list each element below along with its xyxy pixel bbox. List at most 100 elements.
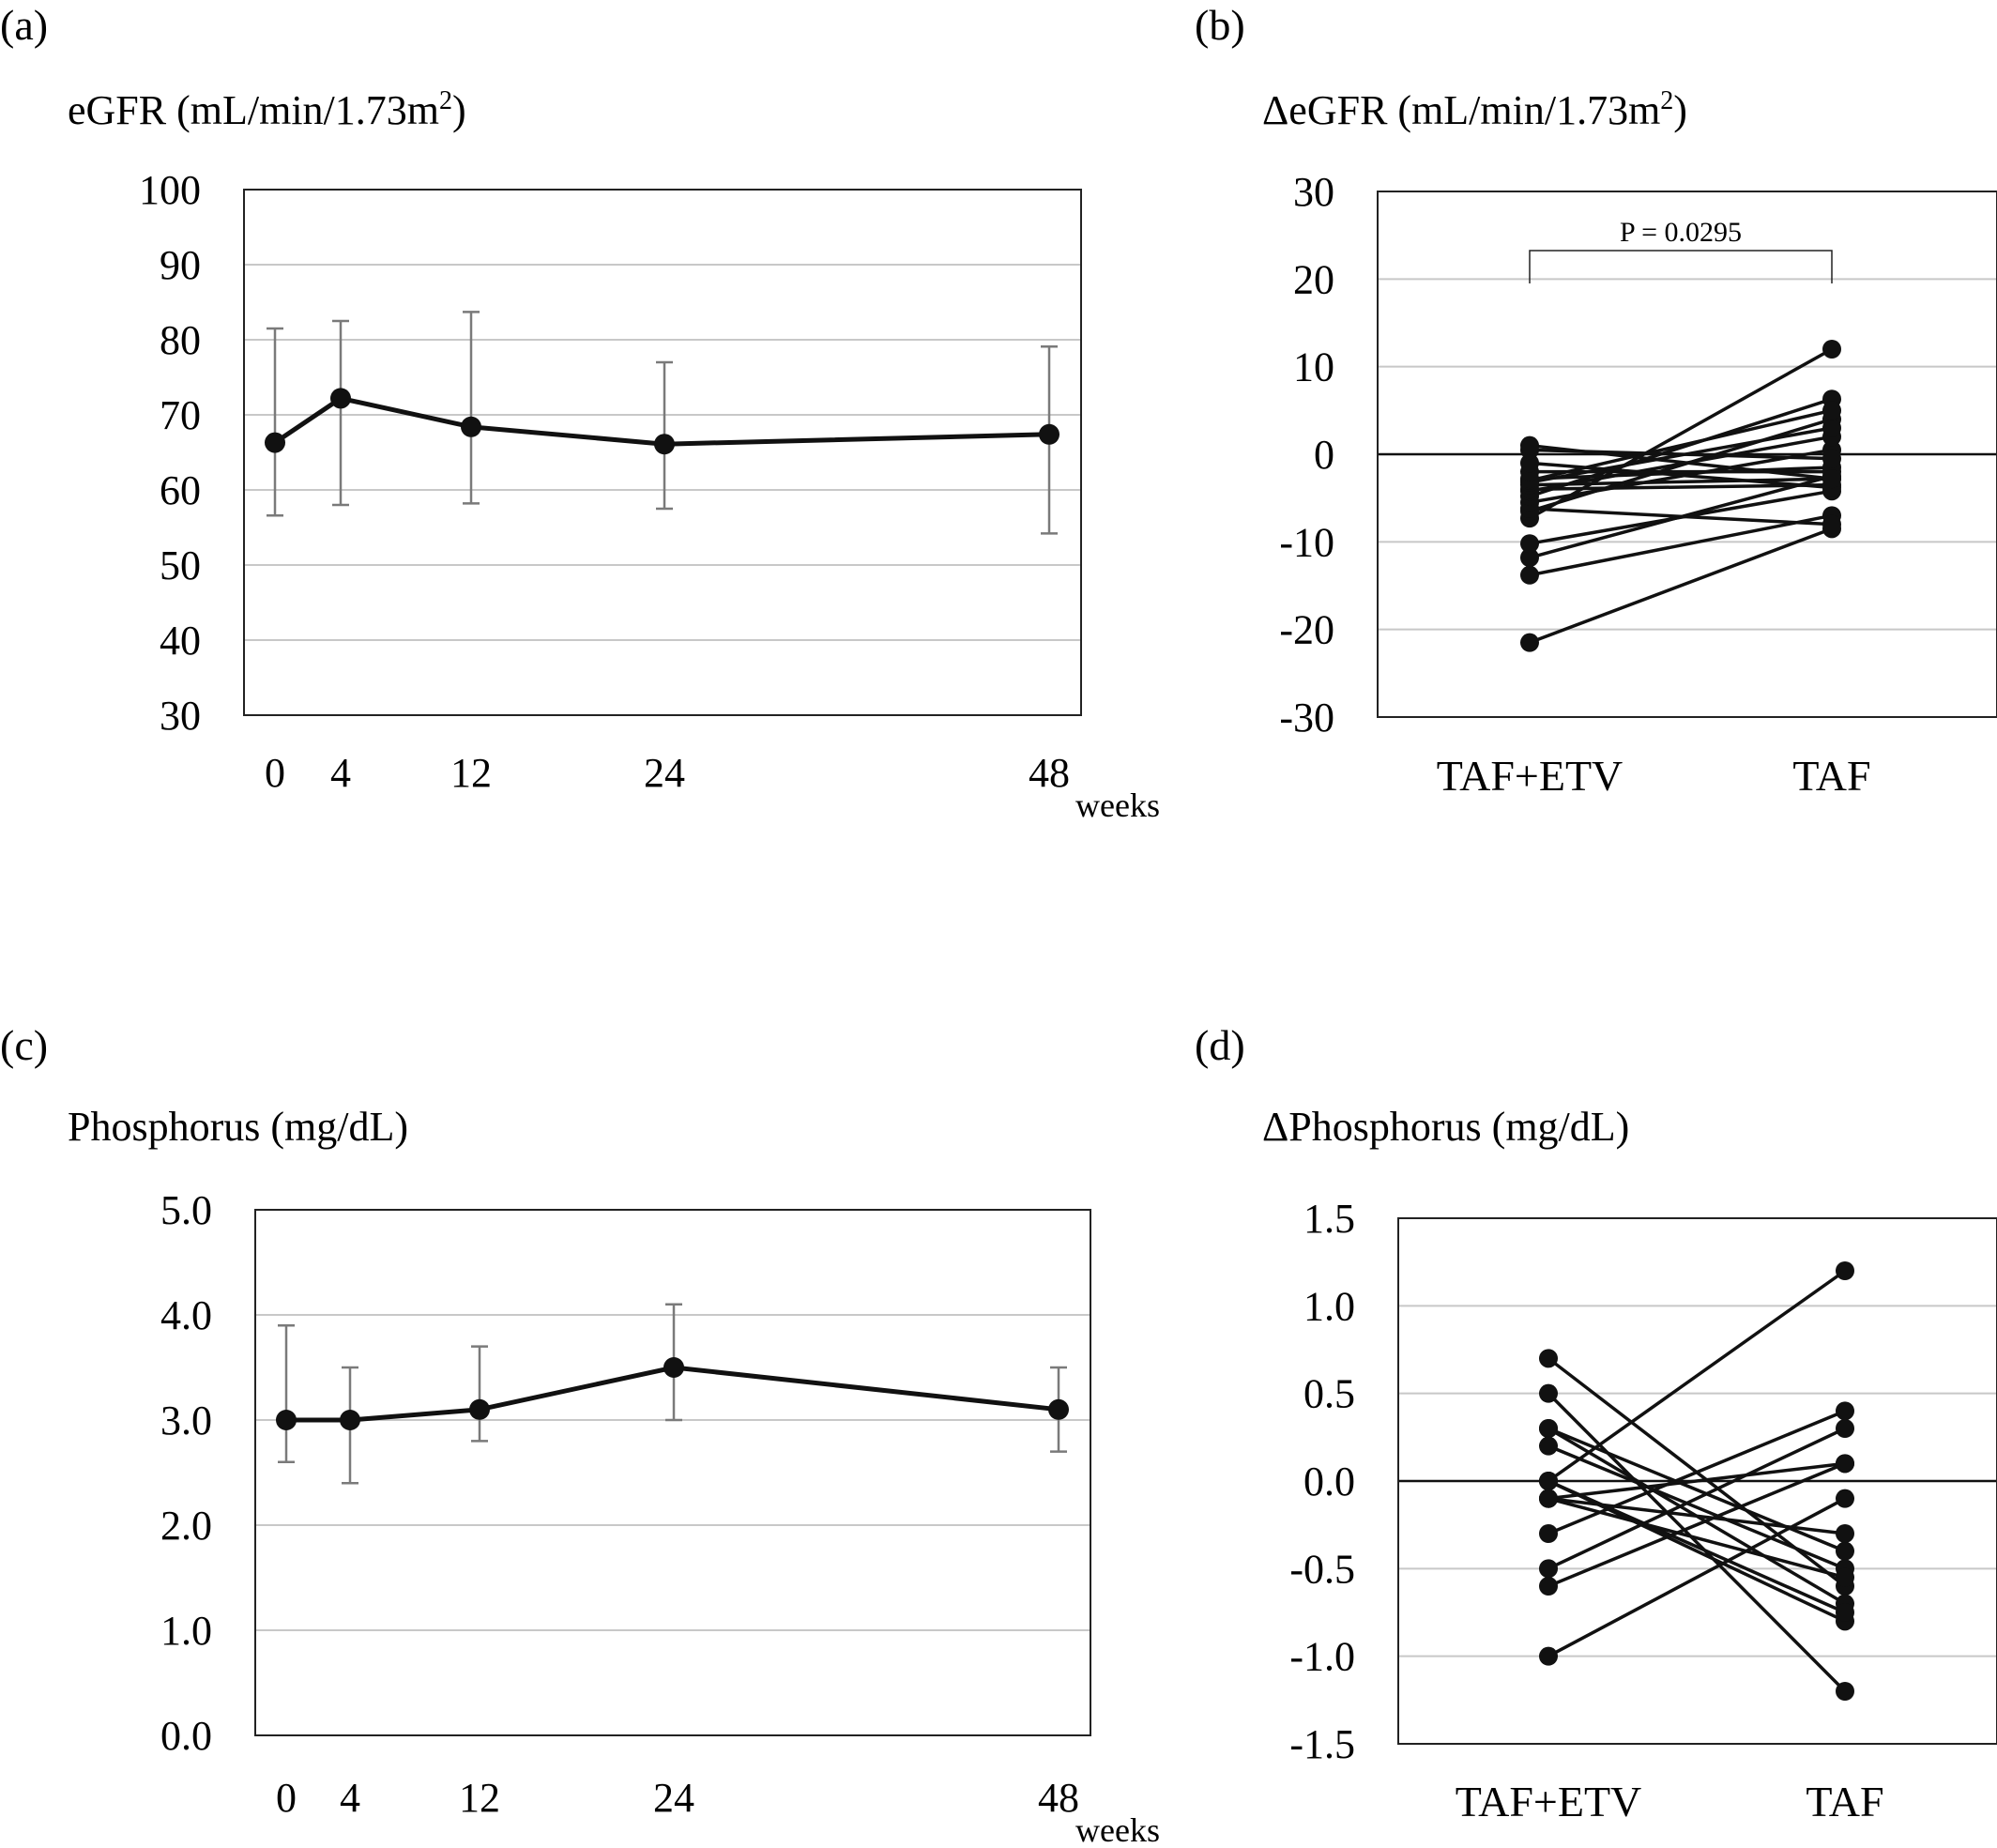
panel-a-gridlines xyxy=(244,264,1081,641)
data-point xyxy=(1836,1682,1854,1701)
y-tick-label: 90 xyxy=(160,242,201,288)
data-point xyxy=(1520,534,1539,554)
bracket-line xyxy=(1529,250,1833,283)
y-tick-label: 2.0 xyxy=(160,1503,212,1549)
p-value-label: P = 0.0295 xyxy=(1620,217,1742,248)
y-tick-label: 1.0 xyxy=(1303,1283,1355,1329)
y-tick-label: 30 xyxy=(1293,169,1334,215)
panel-c-y-ticks: 5.0 4.0 3.0 2.0 1.0 0.0 xyxy=(160,1187,212,1759)
y-tick-label: 0.5 xyxy=(1303,1371,1355,1417)
y-tick-label: 3.0 xyxy=(160,1397,212,1443)
data-point xyxy=(1822,514,1841,534)
data-point xyxy=(1520,453,1539,473)
category-label: TAF xyxy=(1792,752,1870,800)
pair-line xyxy=(1547,1496,1846,1580)
data-point xyxy=(1539,1646,1558,1666)
data-point xyxy=(1836,1454,1854,1474)
pair-line xyxy=(1529,507,1833,527)
panel-c-x-unit: weeks xyxy=(1075,1811,1160,1848)
x-tick-label: 0 xyxy=(265,750,285,796)
x-tick-label: 24 xyxy=(653,1775,694,1821)
pair-line xyxy=(1529,482,1833,492)
panel-b-significance-bracket: P = 0.0295 xyxy=(1529,217,1833,283)
x-tick-label: 4 xyxy=(330,750,351,796)
y-tick-label: -20 xyxy=(1279,607,1334,653)
data-point xyxy=(265,432,285,453)
panel-a-error-bars xyxy=(267,311,1058,535)
pair-line xyxy=(1547,1496,1846,1535)
data-point xyxy=(1539,1489,1558,1508)
panel-c-x-ticks: 0 4 12 24 48 xyxy=(276,1775,1079,1821)
panel-d-categories: TAF+ETV TAF xyxy=(1456,1778,1884,1825)
pair-line xyxy=(1547,1427,1846,1570)
data-point xyxy=(1539,1577,1558,1596)
data-point xyxy=(1836,1261,1854,1280)
panel-a-frame xyxy=(243,189,1082,716)
panel-b-ylabel-sup: 2 xyxy=(1660,86,1673,115)
data-point xyxy=(1822,469,1841,489)
panel-c-series xyxy=(276,1357,1069,1430)
y-tick-label: -1.0 xyxy=(1289,1634,1355,1680)
panel-a-ylabel-main: eGFR (mL/min/1.73m xyxy=(68,87,439,133)
data-point xyxy=(1539,1472,1558,1490)
panel-b: (b) ΔeGFR (mL/min/1.73m2) 30 20 10 0 -10 -20 -… xyxy=(1195,1,1997,800)
panel-d-frame xyxy=(1397,1217,1997,1745)
y-tick-label: -30 xyxy=(1279,695,1334,741)
panel-d-ylabel: ΔPhosphorus (mg/dL) xyxy=(1262,1104,1629,1150)
panel-a-ylabel: eGFR (mL/min/1.73m2) xyxy=(68,86,466,133)
x-tick-label: 24 xyxy=(644,750,685,796)
panel-c: (c) Phosphorus (mg/dL) 5.0 4.0 3.0 2.0 1.0 0.… xyxy=(0,1021,1160,1848)
y-tick-label: 60 xyxy=(160,467,201,513)
y-tick-label: 5.0 xyxy=(160,1187,212,1233)
data-point xyxy=(340,1410,360,1430)
pair-line xyxy=(1529,408,1833,482)
panel-a: (a) eGFR (mL/min/1.73m2) 100 90 80 70 60 50 40… xyxy=(0,1,1160,824)
x-tick-label: 12 xyxy=(459,1775,500,1821)
data-point xyxy=(1836,1401,1854,1421)
panel-a-x-ticks: 0 4 12 24 48 xyxy=(265,750,1070,796)
data-point xyxy=(1822,401,1841,420)
category-label: TAF+ETV xyxy=(1437,752,1624,800)
pair-line xyxy=(1547,1461,1846,1501)
data-point xyxy=(1520,548,1539,568)
y-tick-label: 30 xyxy=(160,693,201,739)
panel-a-series xyxy=(265,388,1059,455)
data-point xyxy=(1539,1436,1558,1456)
panel-a-ylabel-sup: 2 xyxy=(439,86,452,115)
panel-d-paired-lines xyxy=(1539,1261,1854,1701)
pair-line xyxy=(1529,527,1833,645)
x-tick-label: 4 xyxy=(340,1775,360,1821)
data-point xyxy=(1039,423,1059,445)
panel-c-error-bars xyxy=(278,1303,1067,1485)
y-tick-label: 100 xyxy=(139,167,201,213)
y-tick-label: 40 xyxy=(160,618,201,664)
pair-line xyxy=(1547,1269,1847,1483)
panel-b-label: (b) xyxy=(1195,1,1245,49)
x-tick-label: 48 xyxy=(1029,750,1070,796)
data-point xyxy=(276,1410,297,1430)
data-point xyxy=(1520,633,1539,652)
panel-d: (d) ΔPhosphorus (mg/dL) 1.5 1.0 0.5 0.0 -0.5… xyxy=(1195,1021,1997,1825)
panel-b-y-ticks: 30 20 10 0 -10 -20 -30 xyxy=(1279,169,1334,741)
data-point xyxy=(663,1357,684,1378)
data-point xyxy=(1539,1349,1558,1368)
pair-line xyxy=(1547,1444,1846,1570)
data-point xyxy=(1822,340,1841,359)
data-point xyxy=(1836,1567,1854,1587)
y-tick-label: -1.5 xyxy=(1289,1721,1355,1767)
data-point xyxy=(330,388,351,409)
y-tick-label: 80 xyxy=(160,317,201,363)
panel-a-y-ticks: 100 90 80 70 60 50 40 30 xyxy=(139,167,201,739)
panel-b-paired-lines xyxy=(1520,340,1841,652)
pair-line xyxy=(1529,461,1833,490)
panel-a-x-unit: weeks xyxy=(1075,787,1160,824)
y-tick-label: 70 xyxy=(160,392,201,438)
data-point xyxy=(461,416,481,437)
y-tick-label: 20 xyxy=(1293,256,1334,302)
data-point xyxy=(1539,1383,1558,1403)
pair-line xyxy=(1529,513,1833,577)
category-label: TAF+ETV xyxy=(1456,1778,1642,1825)
panel-b-categories: TAF+ETV TAF xyxy=(1437,752,1871,800)
data-point xyxy=(1836,1419,1854,1438)
data-point xyxy=(1520,435,1539,455)
